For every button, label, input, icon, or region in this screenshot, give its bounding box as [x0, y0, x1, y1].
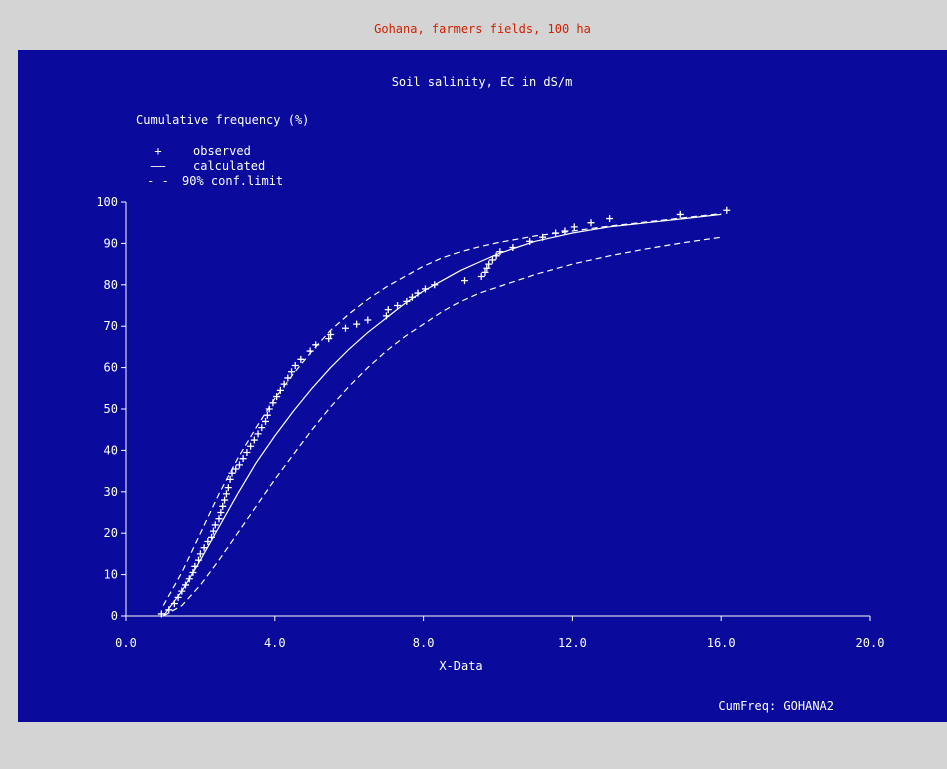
- legend: + observed —— calculated - - 90% conf.li…: [147, 144, 283, 188]
- y-tick-label: 20: [104, 526, 118, 540]
- observed-point: [262, 418, 269, 425]
- observed-point: [243, 449, 250, 456]
- y-tick-label: 80: [104, 278, 118, 292]
- observed-point: [269, 399, 276, 406]
- chart-title: Soil salinity, EC in dS/m: [392, 75, 573, 89]
- y-tick-label: 10: [104, 568, 118, 582]
- calculated-line: [163, 214, 721, 616]
- cumulative-frequency-chart: Soil salinity, EC in dS/m Cumulative fre…: [18, 50, 947, 722]
- observed-point: [255, 430, 262, 437]
- observed-point: [264, 412, 271, 419]
- observed-point: [216, 515, 223, 522]
- program-label: CumFreq: GOHANA2: [718, 699, 834, 713]
- window-title: Gohana, farmers fields, 100 ha: [18, 22, 947, 36]
- observed-point: [478, 273, 485, 280]
- footer-strip: [18, 724, 947, 769]
- observed-point: [236, 461, 243, 468]
- observed-point: [606, 215, 613, 222]
- observed-point: [223, 490, 230, 497]
- observed-point: [240, 455, 247, 462]
- data-series: [158, 207, 730, 618]
- observed-point: [588, 219, 595, 226]
- observed-point: [217, 509, 224, 516]
- y-tick-label: 50: [104, 402, 118, 416]
- legend-symbol-observed: +: [154, 144, 161, 158]
- series-observed: [158, 207, 730, 618]
- y-tick-label: 100: [96, 195, 118, 209]
- x-tick-label: 8.0: [413, 636, 435, 650]
- y-tick-label: 0: [111, 609, 118, 623]
- observed-point: [288, 368, 295, 375]
- y-tick-label: 60: [104, 361, 118, 375]
- legend-label-observed: observed: [193, 144, 251, 158]
- x-tick-label: 0.0: [115, 636, 137, 650]
- conf-limit-line-2: [163, 237, 721, 616]
- observed-point: [364, 316, 371, 323]
- observed-point: [221, 497, 228, 504]
- observed-point: [219, 503, 226, 510]
- observed-point: [251, 437, 258, 444]
- legend-symbol-calculated: ——: [151, 159, 166, 173]
- plot-panel: Soil salinity, EC in dS/m Cumulative fre…: [18, 50, 947, 722]
- y-tick-label: 30: [104, 485, 118, 499]
- x-tick-label: 16.0: [707, 636, 736, 650]
- y-tick-label: 90: [104, 236, 118, 250]
- observed-point: [225, 484, 232, 491]
- observed-point: [258, 424, 265, 431]
- y-axis-label: Cumulative frequency (%): [136, 113, 309, 127]
- y-tick-label: 70: [104, 319, 118, 333]
- observed-point: [353, 321, 360, 328]
- x-tick-label: 12.0: [558, 636, 587, 650]
- observed-point: [385, 306, 392, 313]
- observed-point: [247, 443, 254, 450]
- observed-point: [677, 211, 684, 218]
- observed-point: [461, 277, 468, 284]
- observed-point: [561, 227, 568, 234]
- axes: 0 10 20 30 40 50 60 70 80 90 100 0.0 4.0 8.0 12.0 16.0 2…: [96, 195, 884, 650]
- legend-label-conf-limit: 90% conf.limit: [182, 174, 283, 188]
- x-axis-label: X-Data: [439, 659, 482, 673]
- observed-point: [342, 325, 349, 332]
- legend-symbol-conf-limit: - -: [147, 174, 169, 188]
- x-tick-label: 4.0: [264, 636, 286, 650]
- x-tick-label: 20.0: [856, 636, 885, 650]
- legend-label-calculated: calculated: [193, 159, 265, 173]
- observed-point: [723, 207, 730, 214]
- observed-point: [571, 223, 578, 230]
- observed-point: [212, 521, 219, 528]
- conf-limit-line-1: [163, 214, 721, 606]
- observed-point: [229, 470, 236, 477]
- y-tick-label: 40: [104, 443, 118, 457]
